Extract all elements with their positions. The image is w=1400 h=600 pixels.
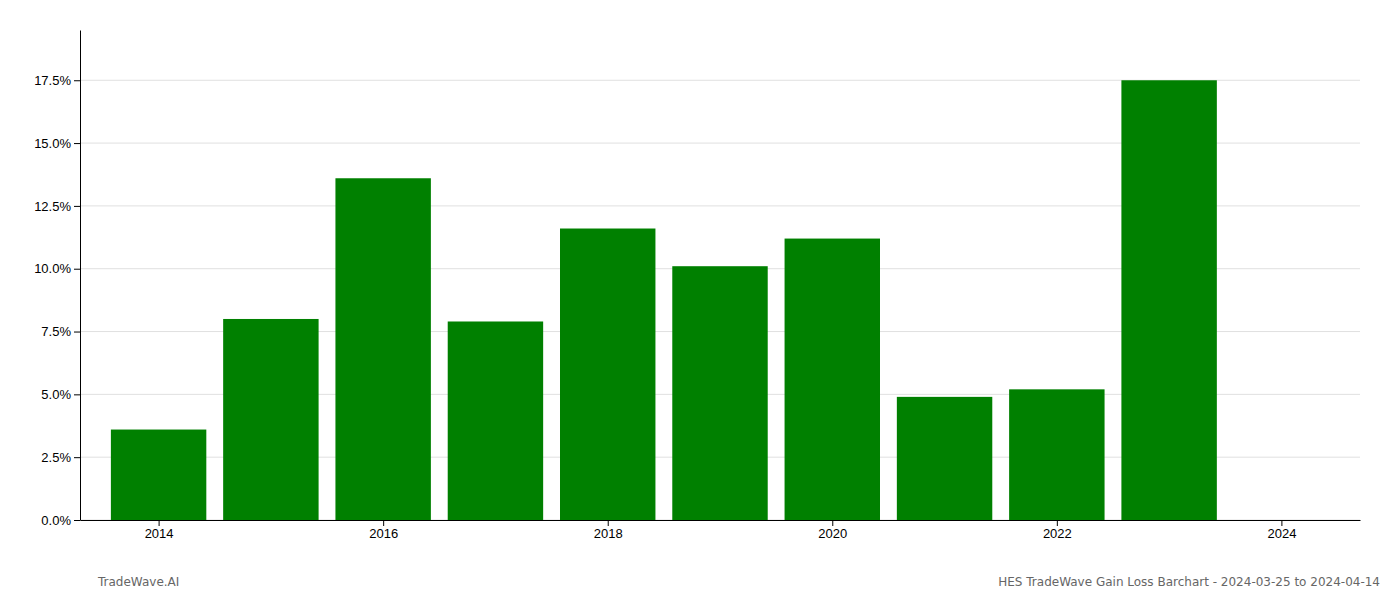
tick-mark [74, 206, 80, 207]
tick-mark [1281, 520, 1282, 526]
tick-mark [74, 457, 80, 458]
tick: 12.5% [34, 199, 80, 214]
tick-mark [159, 520, 160, 526]
tick: 2020 [818, 520, 847, 541]
tick-mark [74, 394, 80, 395]
tick-label: 2024 [1267, 526, 1296, 541]
footer-right: HES TradeWave Gain Loss Barchart - 2024-… [998, 575, 1380, 589]
axis-line [80, 31, 81, 521]
tick: 2018 [594, 520, 623, 541]
tick: 2016 [369, 520, 398, 541]
tick-label: 17.5% [34, 73, 71, 88]
tick-mark [74, 143, 80, 144]
tick-mark [74, 332, 80, 333]
bar [335, 178, 430, 520]
tick-label: 0.0% [41, 513, 71, 528]
tick-label: 2.5% [41, 450, 71, 465]
x-axis: 2014 2016 2018 2020 2022 2024 [81, 520, 1361, 541]
grid [80, 80, 1360, 520]
tick: 5.0% [41, 387, 80, 402]
tick-label: 5.0% [41, 387, 71, 402]
tick-label: 2020 [818, 526, 847, 541]
tick: 2022 [1043, 520, 1072, 541]
bar [448, 321, 543, 520]
y-axis: 0.0% 2.5% 5.0% 7.5% 10.0% 12.5% 15.0% 17.5% [34, 31, 80, 528]
bar [1121, 80, 1216, 520]
tick: 2014 [145, 520, 174, 541]
bars [111, 80, 1217, 520]
tick: 10.0% [34, 261, 80, 276]
bar [897, 397, 992, 520]
tick-mark [74, 80, 80, 81]
bar [785, 239, 880, 520]
tick-label: 2014 [145, 526, 174, 541]
tick-label: 12.5% [34, 199, 71, 214]
bar [111, 430, 206, 520]
tick-mark [608, 520, 609, 526]
bar [560, 229, 655, 520]
tick-label: 2016 [369, 526, 398, 541]
bar [223, 319, 318, 520]
footer-left: TradeWave.AI [97, 575, 179, 589]
axis-line [81, 520, 1361, 521]
tick-label: 7.5% [41, 324, 71, 339]
tick-label: 15.0% [34, 136, 71, 151]
tick: 2024 [1267, 520, 1296, 541]
tick: 2.5% [41, 450, 80, 465]
tick: 17.5% [34, 73, 80, 88]
tick-mark [74, 269, 80, 270]
tick-mark [74, 520, 80, 521]
tick-mark [383, 520, 384, 526]
bar [1009, 389, 1104, 520]
tick-label: 2022 [1043, 526, 1072, 541]
tick: 15.0% [34, 136, 80, 151]
bar [672, 266, 767, 520]
tick-mark [832, 520, 833, 526]
tick: 7.5% [41, 324, 80, 339]
tick-label: 2018 [594, 526, 623, 541]
tick-label: 10.0% [34, 261, 71, 276]
tick: 0.0% [41, 513, 80, 528]
plot: 0.0% 2.5% 5.0% 7.5% 10.0% 12.5% 15.0% 17.5% 2014… [34, 31, 1360, 542]
tick-mark [1057, 520, 1058, 526]
chart: 0.0% 2.5% 5.0% 7.5% 10.0% 12.5% 15.0% 17.5% 2014… [0, 0, 1400, 600]
